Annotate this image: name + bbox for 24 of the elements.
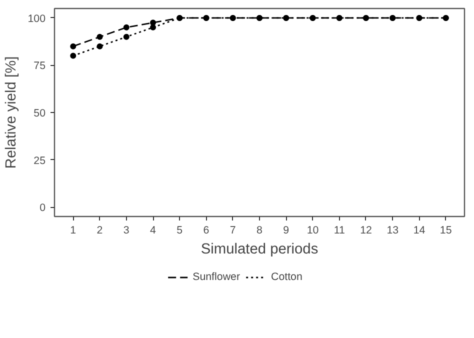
x-tick-label: 6	[203, 224, 210, 236]
x-tick-label: 4	[150, 224, 156, 236]
y-tick-label: 0	[40, 202, 46, 214]
legend-label: Cotton	[270, 271, 302, 283]
y-axis-title: Relative yield [%]	[4, 56, 20, 169]
x-axis-title: Simulated periods	[200, 242, 318, 258]
legend-label: Sunflower	[192, 271, 240, 283]
x-tick-label: 15	[440, 224, 452, 236]
x-tick-label: 3	[123, 224, 130, 236]
x-tick-label: 11	[334, 224, 345, 236]
y-tick-label: 100	[28, 12, 46, 25]
x-tick-label: 7	[230, 224, 236, 236]
x-tick-label: 9	[283, 224, 290, 236]
x-tick-label: 5	[176, 224, 183, 236]
x-tick-label: 10	[306, 224, 319, 236]
x-tick-label: 12	[360, 224, 372, 236]
x-tick-label: 8	[256, 224, 263, 236]
x-tick-label: 13	[386, 224, 399, 236]
x-tick-label: 1	[70, 224, 76, 236]
x-tick-label: 14	[413, 224, 426, 236]
y-tick-label: 75	[34, 60, 46, 72]
y-tick-label: 25	[34, 154, 46, 167]
x-tick-label: 2	[96, 224, 103, 236]
y-tick-label: 50	[34, 108, 46, 120]
